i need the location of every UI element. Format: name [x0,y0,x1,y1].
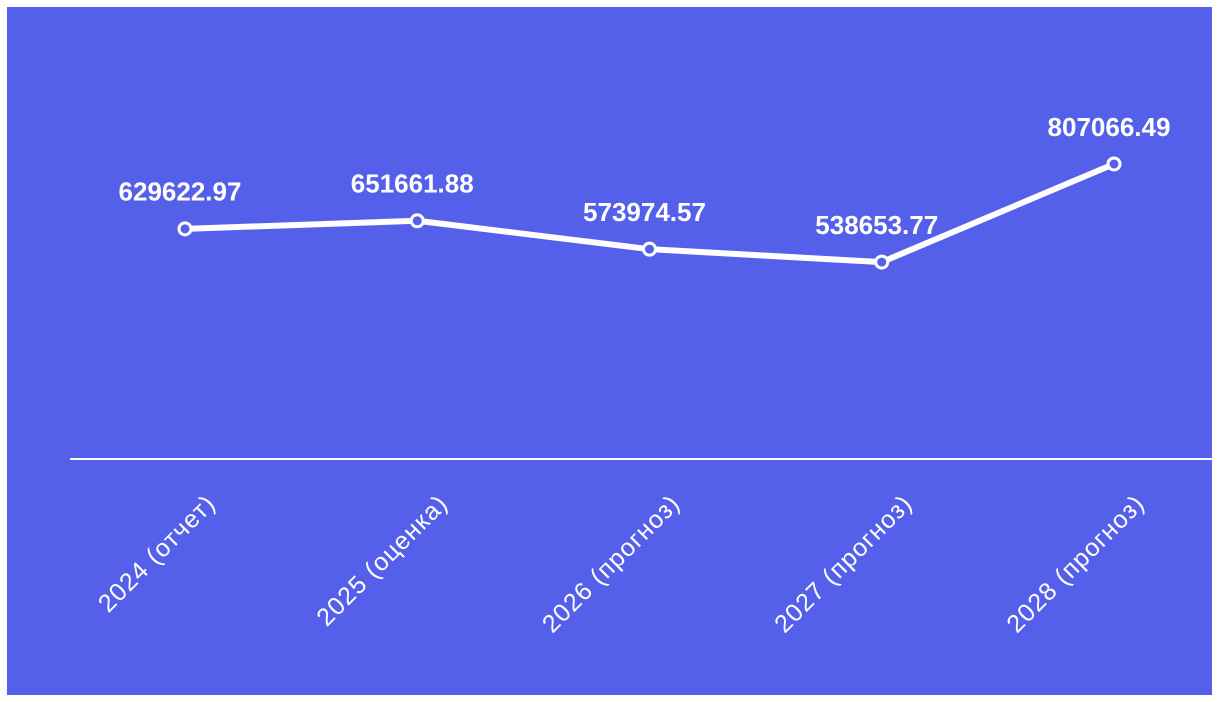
value-label: 573974.57 [583,197,706,227]
value-label: 629622.97 [119,177,242,207]
value-label: 538653.77 [815,210,938,240]
marker [409,213,425,229]
value-label: 807066.49 [1048,112,1171,142]
marker [177,221,193,237]
chart-background [7,7,1212,695]
marker [642,241,657,257]
marker [1106,156,1122,172]
value-label: 651661.88 [351,169,474,199]
marker [874,254,890,270]
